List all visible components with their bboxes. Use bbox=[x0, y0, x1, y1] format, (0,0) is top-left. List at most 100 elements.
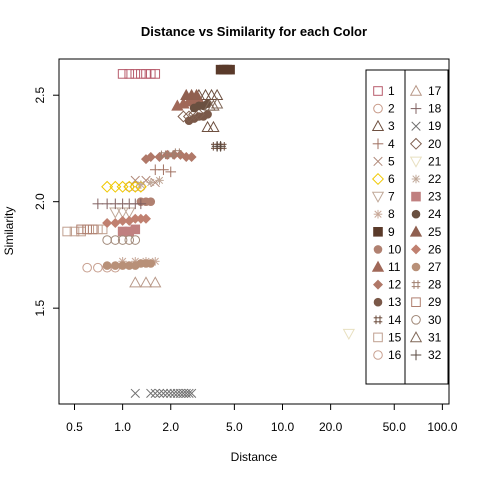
data-point bbox=[203, 110, 212, 119]
legend-label: 19 bbox=[428, 119, 442, 133]
legend-label: 31 bbox=[428, 330, 442, 344]
x-axis: 0.5 1.0 2.0 5.0 10.0 20.0 50.0 100.0 bbox=[66, 403, 458, 434]
data-point bbox=[210, 97, 224, 109]
data-point bbox=[69, 226, 80, 237]
legend-symbol bbox=[371, 119, 385, 131]
legend-label: 30 bbox=[428, 313, 442, 327]
legend-item-24: 24 bbox=[411, 207, 442, 221]
series-29 bbox=[76, 224, 98, 235]
legend-label: 9 bbox=[388, 225, 395, 239]
data-point bbox=[188, 108, 201, 121]
data-point bbox=[130, 69, 141, 79]
series-10 bbox=[136, 197, 156, 206]
legend-symbol bbox=[373, 156, 383, 167]
data-point bbox=[342, 328, 355, 341]
x-axis-title: Distance bbox=[231, 450, 278, 464]
data-point bbox=[210, 88, 224, 101]
data-point bbox=[97, 224, 108, 235]
legend-symbol bbox=[373, 350, 383, 360]
y-tick-label: 2.5 bbox=[33, 87, 47, 104]
legend-label: 25 bbox=[428, 225, 442, 239]
x-tick-label: 0.5 bbox=[66, 420, 83, 434]
data-point bbox=[149, 276, 162, 288]
data-point bbox=[136, 69, 146, 79]
data-point bbox=[159, 150, 168, 160]
legend-item-18: 18 bbox=[410, 102, 442, 116]
legend-item-23: 23 bbox=[411, 190, 442, 204]
legend-item-14: 14 bbox=[373, 313, 402, 327]
data-point bbox=[207, 99, 220, 111]
data-point bbox=[150, 69, 161, 79]
legend-item-29: 29 bbox=[411, 295, 442, 309]
legend-item-10: 10 bbox=[373, 242, 402, 256]
legend-symbol bbox=[373, 227, 383, 237]
legend-symbol bbox=[373, 86, 383, 96]
data-point bbox=[192, 108, 205, 121]
series-27 bbox=[102, 259, 156, 270]
legend-symbol bbox=[410, 349, 422, 361]
data-point bbox=[145, 151, 156, 162]
legend-symbol bbox=[411, 297, 421, 307]
data-point bbox=[225, 64, 235, 75]
legend-symbol bbox=[371, 260, 385, 272]
legend-label: 8 bbox=[388, 207, 395, 221]
series-23 bbox=[117, 224, 141, 237]
data-point bbox=[129, 276, 142, 288]
data-point bbox=[140, 213, 151, 224]
x-tick-label: 20.0 bbox=[319, 420, 343, 434]
data-point bbox=[124, 235, 135, 245]
data-point bbox=[82, 262, 92, 273]
y-tick-label: 2.0 bbox=[33, 193, 47, 210]
legend-label: 17 bbox=[428, 84, 442, 98]
legend-label: 27 bbox=[428, 260, 442, 274]
data-point bbox=[186, 388, 197, 399]
y-tick-label: 1.5 bbox=[33, 300, 47, 317]
legend-item-26: 26 bbox=[410, 242, 442, 256]
legend-symbol bbox=[373, 209, 383, 219]
series-19 bbox=[130, 388, 197, 399]
legend-symbol bbox=[410, 103, 422, 114]
legend-item-13: 13 bbox=[373, 295, 402, 309]
series-25 bbox=[180, 88, 203, 101]
legend-item-12: 12 bbox=[372, 278, 402, 292]
legend: 1234567891011121314151617181920212223242… bbox=[365, 69, 449, 385]
legend-item-19: 19 bbox=[411, 119, 442, 133]
legend-symbol bbox=[372, 279, 384, 290]
legend-item-32: 32 bbox=[410, 348, 442, 362]
data-point bbox=[102, 261, 112, 270]
data-point bbox=[173, 148, 182, 158]
legend-item-27: 27 bbox=[411, 260, 442, 274]
legend-symbol bbox=[409, 84, 423, 96]
data-point bbox=[166, 150, 176, 160]
chart-title: Distance vs Similarity for each Color bbox=[141, 24, 367, 39]
legend-symbol bbox=[372, 138, 384, 150]
legend-label: 11 bbox=[388, 260, 401, 274]
legend-symbol bbox=[409, 225, 423, 237]
x-tick-label: 1.0 bbox=[114, 420, 131, 434]
data-point bbox=[117, 69, 128, 79]
data-point bbox=[123, 180, 136, 193]
legend-label: 29 bbox=[428, 295, 442, 309]
legend-item-11: 11 bbox=[371, 260, 401, 274]
data-point bbox=[207, 120, 220, 132]
data-point bbox=[130, 175, 140, 186]
data-point bbox=[165, 166, 177, 178]
legend-item-8: 8 bbox=[373, 207, 395, 221]
data-point bbox=[136, 180, 146, 189]
series-32 bbox=[211, 141, 226, 152]
legend-item-28: 28 bbox=[411, 278, 442, 292]
data-point bbox=[201, 120, 214, 132]
data-point bbox=[130, 388, 140, 399]
legend-symbol bbox=[373, 315, 383, 325]
data-point bbox=[110, 217, 121, 228]
data-point bbox=[146, 259, 156, 268]
legend-label: 1 bbox=[388, 84, 395, 98]
series-26 bbox=[102, 213, 151, 228]
data-point bbox=[186, 151, 197, 162]
legend-symbol bbox=[409, 156, 423, 168]
data-point bbox=[184, 388, 194, 399]
legend-items: 1234567891011121314151617181920212223242… bbox=[371, 84, 442, 362]
data-point bbox=[117, 235, 128, 245]
legend-item-17: 17 bbox=[409, 84, 442, 98]
series-22 bbox=[136, 176, 164, 189]
